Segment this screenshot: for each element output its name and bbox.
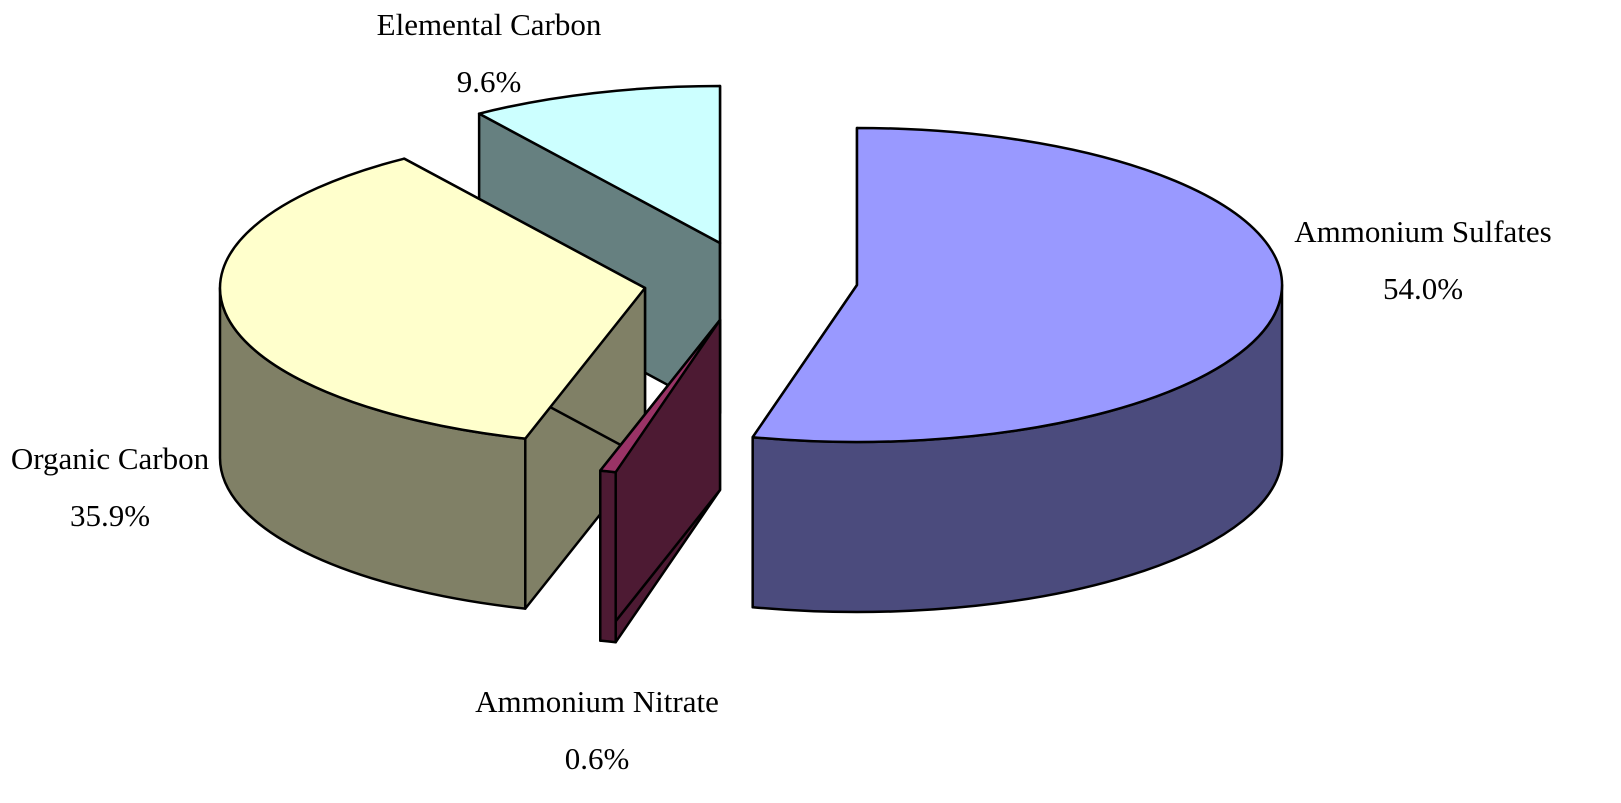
slice-label: Organic Carbon: [11, 441, 210, 476]
slice-value-label: 0.6%: [565, 741, 630, 776]
slice-label: Elemental Carbon: [377, 7, 602, 42]
slice: [218, 157, 647, 440]
slice-wall: [599, 469, 617, 644]
slice: [477, 84, 722, 245]
slice-value-label: 9.6%: [457, 64, 522, 99]
slice-label: Ammonium Nitrate: [475, 684, 719, 719]
slice-value-label: 54.0%: [1383, 271, 1463, 306]
slice: [751, 126, 1284, 444]
slice: [599, 318, 722, 474]
slice-value-label: 35.9%: [70, 498, 150, 533]
slice-label: Ammonium Sulfates: [1294, 214, 1551, 249]
